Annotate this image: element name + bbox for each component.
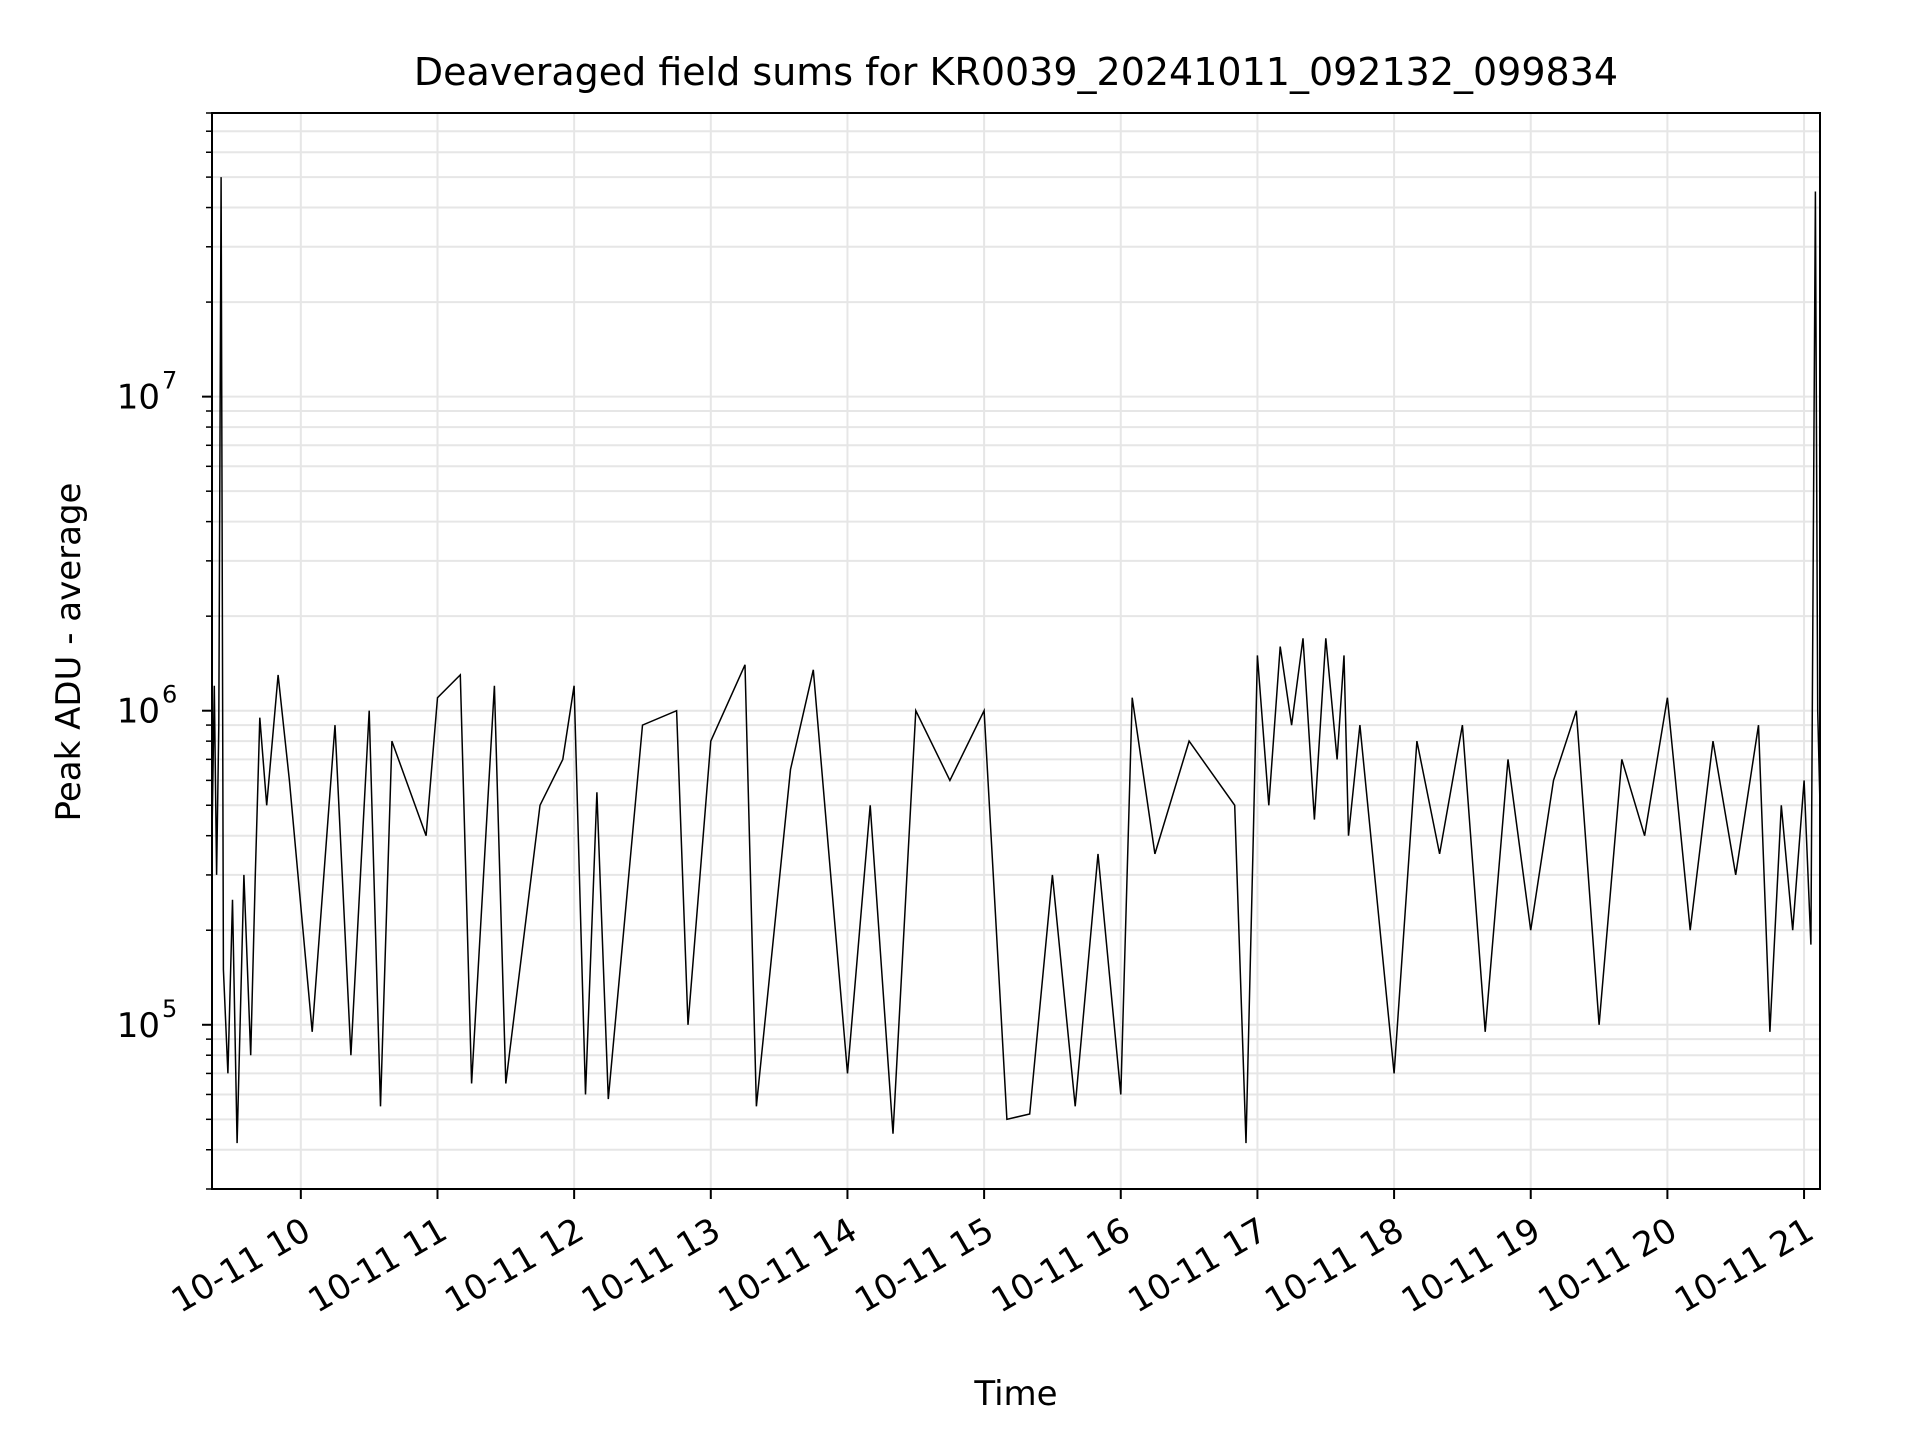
series-line (211, 177, 1821, 1144)
y-tick-exponent: 6 (162, 681, 177, 709)
y-axis-label: Peak ADU - average (49, 483, 89, 822)
chart-title: Deaveraged field sums for KR0039_2024101… (414, 50, 1618, 94)
y-tick-label: 10 (117, 692, 160, 732)
axes-frame (211, 112, 1821, 1190)
y-tick-label: 10 (117, 378, 160, 418)
y-tick-exponent: 7 (162, 367, 177, 395)
y-tick-label: 10 (117, 1006, 160, 1046)
x-axis-label: Time (973, 1374, 1057, 1414)
y-tick-exponent: 5 (162, 995, 177, 1023)
